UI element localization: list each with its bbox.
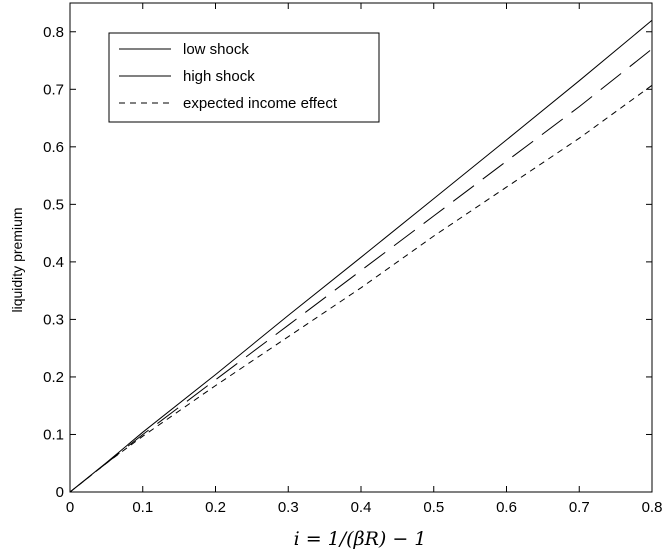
y-tick-label: 0 — [56, 484, 64, 501]
y-tick-label: 0.6 — [43, 139, 64, 156]
y-tick-label: 0.4 — [43, 254, 64, 271]
x-tick-label: 0.8 — [642, 499, 663, 516]
y-axis-label: liquidity premium — [9, 207, 25, 312]
x-tick-label: 0.6 — [496, 499, 517, 516]
legend-label: high shock — [183, 68, 255, 85]
y-tick-label: 0.1 — [43, 426, 64, 443]
x-tick-label: 0.2 — [205, 499, 226, 516]
x-tick-label: 0.4 — [351, 499, 372, 516]
y-tick-label: 0.2 — [43, 369, 64, 386]
series-line-2 — [69, 48, 653, 493]
y-tick-label: 0.8 — [43, 24, 64, 41]
x-tick-label: 0.7 — [569, 499, 590, 516]
legend: low shock high shock expected income effec… — [108, 32, 380, 123]
x-tick-label: 0.5 — [423, 499, 444, 516]
x-tick-label: 0 — [66, 499, 74, 516]
legend-box — [108, 32, 380, 123]
x-tick-label: 0.3 — [278, 499, 299, 516]
series-line-3 — [69, 84, 653, 493]
y-tick-label: 0.3 — [43, 311, 64, 328]
x-axis-label: i = 1/(βR) − 1 — [294, 528, 427, 550]
y-tick-label: 0.7 — [43, 81, 64, 98]
legend-label: low shock — [183, 41, 249, 58]
series-line-1 — [69, 19, 653, 493]
legend-label: expected income effect — [183, 95, 338, 112]
x-tick-label: 0.1 — [132, 499, 153, 516]
y-tick-label: 0.5 — [43, 196, 64, 213]
